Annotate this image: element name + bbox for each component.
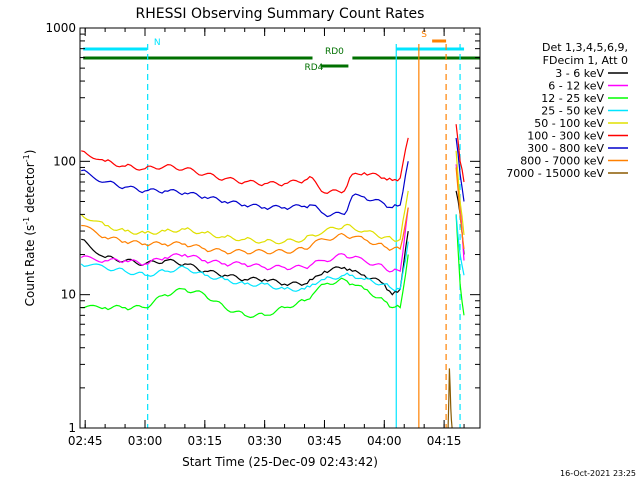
series-line-5-seg-1 <box>455 124 465 183</box>
series-line-8-seg-0 <box>447 368 453 429</box>
plot-frame <box>79 27 481 429</box>
legend-label-3: 25 - 50 keV <box>541 105 604 118</box>
series-lines <box>80 124 465 429</box>
y-label-mid: detector <box>23 162 37 217</box>
y-label-sup2: -1 <box>22 154 31 162</box>
y-tick-label-3: 1000 <box>45 21 76 35</box>
legend-label-7: 800 - 7000 keV <box>520 155 604 168</box>
series-line-6-seg-0 <box>81 161 409 218</box>
timestamp: 16-Oct-2021 23:25 <box>560 469 636 478</box>
x-tick-label-2: 03:15 <box>188 434 223 448</box>
legend-label-1: 6 - 12 keV <box>548 80 604 93</box>
x-tick-label-4: 03:45 <box>307 434 342 448</box>
legend-label-2: 12 - 25 keV <box>541 92 604 105</box>
x-axis-label: Start Time (25-Dec-09 02:43:42) <box>182 455 378 469</box>
series-line-6-seg-1 <box>455 137 465 202</box>
legend-label-0: 3 - 6 keV <box>555 67 604 80</box>
flag-label-n: N <box>154 38 161 48</box>
y-axis-label: Count Rate (s-1 detector-1) <box>22 150 37 307</box>
y-label-suffix: ) <box>23 150 37 155</box>
series-line-7-seg-1 <box>455 167 465 250</box>
y-tick-label-1: 10 <box>61 288 76 302</box>
y-label-sup1: -1 <box>22 217 31 225</box>
svg-text:Count Rate (s-1 detector-1): Count Rate (s-1 detector-1) <box>22 150 37 307</box>
series-line-3-seg-1 <box>455 214 465 276</box>
series-line-4-seg-0 <box>80 190 409 245</box>
flag-label-s: S <box>421 30 427 40</box>
series-line-3-seg-0 <box>80 241 409 292</box>
flag-label-rd0: RD0 <box>325 47 344 57</box>
x-tick-label-6: 04:15 <box>427 434 462 448</box>
y-tick-label-2: 100 <box>53 154 76 168</box>
x-tick-label-5: 04:00 <box>367 434 402 448</box>
y-tick-label-0: 1 <box>68 421 76 435</box>
x-tick-label-1: 03:00 <box>128 434 163 448</box>
series-line-5-seg-0 <box>81 137 409 195</box>
series-line-7-seg-0 <box>81 207 409 255</box>
legend-label-8: 7000 - 15000 keV <box>506 167 604 180</box>
y-label-prefix: Count Rate (s <box>23 225 37 307</box>
flag-label-rd4: RD4 <box>304 63 323 73</box>
legend-label-6: 300 - 800 keV <box>527 142 604 155</box>
series-line-1-seg-0 <box>80 207 409 273</box>
legend-label-5: 100 - 300 keV <box>527 130 604 143</box>
chart-title: RHESSI Observing Summary Count Rates <box>136 6 425 22</box>
series-line-0-seg-0 <box>81 231 409 296</box>
legend-header-1: Det 1,3,4,5,6,9, <box>542 41 628 54</box>
legend-header-2: FDecim 1, Att 0 <box>543 54 628 67</box>
axes: 1 10 100 1000 02:45 03:00 03:15 03:30 03:45 04:00… <box>45 21 481 448</box>
x-tick-label-3: 03:30 <box>247 434 282 448</box>
vertical-markers <box>147 44 461 428</box>
series-line-2-seg-0 <box>81 254 409 319</box>
series-line-4-seg-1 <box>455 150 465 236</box>
series-line-2-seg-1 <box>455 214 465 316</box>
legend-label-4: 50 - 100 keV <box>534 117 604 130</box>
x-tick-label-0: 02:45 <box>68 434 103 448</box>
